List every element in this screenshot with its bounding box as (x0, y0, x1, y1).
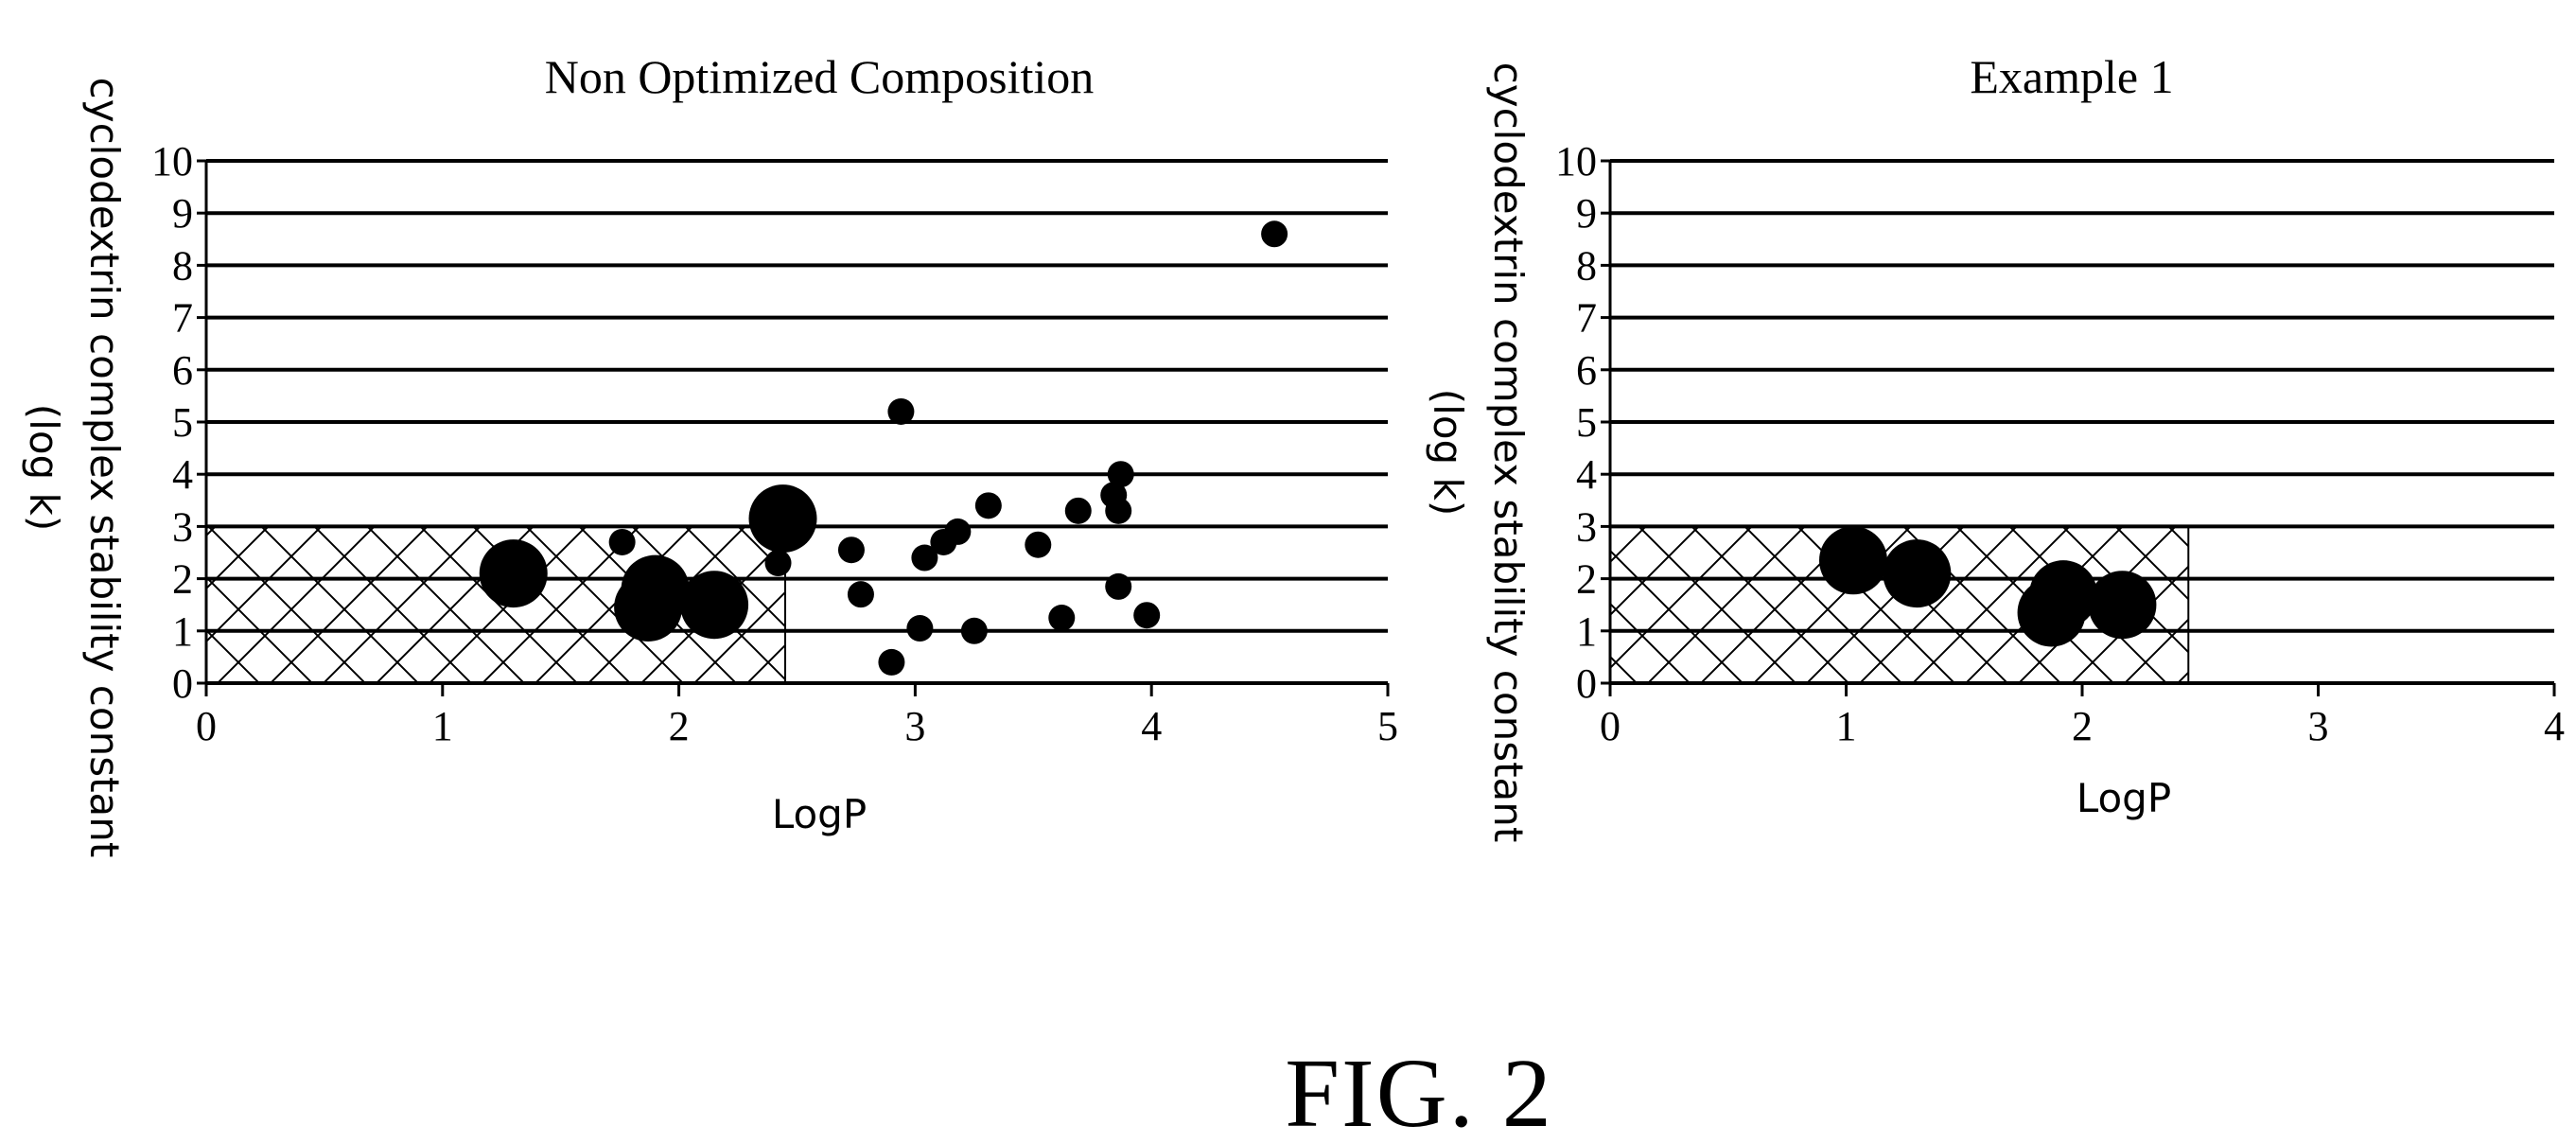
x-axis-label: LogP (2077, 775, 2171, 821)
x-tick-label: 3 (904, 703, 925, 749)
y-tick-label: 3 (172, 503, 193, 550)
data-point (608, 528, 636, 555)
y-tick-label: 9 (172, 190, 193, 237)
y-axis-label-line2: (log k) (21, 404, 67, 531)
data-point (764, 550, 792, 577)
x-tick-label: 2 (669, 703, 690, 749)
y-axis-title: cyclodextrin complex stability constant (81, 78, 128, 858)
y-tick-label: 4 (1576, 451, 1597, 498)
y-tick-label: 0 (1576, 660, 1597, 707)
y-tick-label: 6 (1576, 347, 1597, 394)
y-axis-title-2: (log k) (1425, 389, 1471, 516)
data-point (1883, 539, 1952, 608)
x-tick-label: 0 (1600, 703, 1621, 749)
y-tick-label: 1 (1576, 608, 1597, 655)
x-tick-label: 1 (1836, 703, 1857, 749)
y-axis-label-line1: cyclodextrin complex stability constant (81, 78, 128, 858)
data-point (680, 571, 749, 640)
y-tick-label: 6 (172, 347, 193, 394)
data-point (944, 518, 972, 545)
x-tick-label: 3 (2308, 703, 2329, 749)
chart-title: Non Optimized Composition (545, 50, 1095, 103)
data-point (748, 484, 817, 554)
data-point (1261, 220, 1288, 248)
y-tick-label: 5 (1576, 399, 1597, 446)
y-axis-title: cyclodextrin complex stability constant (1485, 62, 1532, 843)
y-axis-title-2: (log k) (21, 404, 67, 531)
y-tick-label: 4 (172, 451, 193, 498)
y-tick-label: 9 (1576, 190, 1597, 237)
data-point (479, 539, 548, 608)
data-point (887, 397, 915, 425)
y-tick-label: 2 (1576, 556, 1597, 603)
data-point (1105, 572, 1132, 600)
y-tick-label: 10 (1555, 138, 1597, 185)
y-axis-label-line1: cyclodextrin complex stability constant (1485, 62, 1532, 843)
chart-example-1: Example 1 cyclodextrin complex stability… (1425, 50, 2565, 842)
y-axis-label-line2: (log k) (1425, 389, 1471, 516)
x-tick-label: 5 (1377, 703, 1398, 749)
data-point (911, 544, 938, 572)
x-tick-label: 4 (2544, 703, 2565, 749)
y-tick-label: 0 (172, 660, 193, 707)
y-tick-label: 3 (1576, 503, 1597, 550)
data-point (614, 572, 683, 642)
data-point (2017, 578, 2086, 647)
data-point (1818, 526, 1887, 595)
y-tick-label: 1 (172, 608, 193, 655)
data-point (878, 648, 905, 676)
data-point (1064, 497, 1092, 524)
data-point (974, 492, 1002, 519)
x-tick-label: 1 (432, 703, 453, 749)
data-point (837, 536, 865, 564)
data-point (1048, 605, 1076, 631)
chart-non-optimized: Non Optimized Composition cyclodextrin c… (21, 50, 1398, 857)
x-tick-label: 2 (2072, 703, 2093, 749)
x-tick-label: 0 (196, 703, 217, 749)
x-axis-label: LogP (772, 791, 867, 837)
data-point (960, 617, 988, 644)
y-tick-label: 10 (151, 138, 193, 185)
figure-label: FIG. 2 (1285, 1039, 1553, 1143)
data-point (906, 615, 934, 642)
x-tick-label: 4 (1141, 703, 1162, 749)
y-tick-label: 2 (172, 556, 193, 603)
y-tick-label: 5 (172, 399, 193, 446)
data-point (1025, 531, 1052, 558)
chart-title: Example 1 (1970, 50, 2173, 103)
data-point (2088, 571, 2157, 640)
y-tick-label: 8 (1576, 242, 1597, 289)
data-point (1105, 497, 1132, 524)
y-tick-label: 7 (172, 295, 193, 342)
data-point (1133, 602, 1161, 629)
data-point (1107, 461, 1134, 488)
data-point (847, 581, 874, 608)
y-tick-label: 7 (1576, 295, 1597, 342)
y-tick-label: 8 (172, 242, 193, 289)
